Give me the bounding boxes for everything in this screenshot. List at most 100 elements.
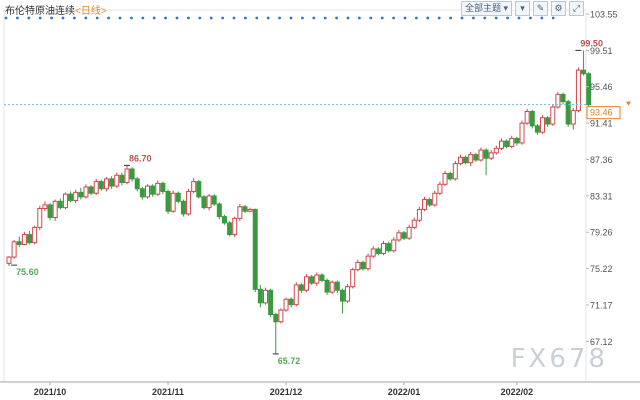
candle-body[interactable]: [529, 110, 535, 127]
candle-body[interactable]: [411, 219, 417, 228]
event-marker-dot[interactable]: [494, 16, 498, 20]
maximize-icon[interactable]: ⤢: [569, 1, 584, 16]
candle-body[interactable]: [360, 261, 366, 270]
candle-body[interactable]: [514, 137, 520, 144]
candle-body[interactable]: [565, 101, 571, 125]
event-marker-dot[interactable]: [232, 16, 236, 20]
candle-body[interactable]: [221, 216, 227, 224]
candle-body[interactable]: [119, 174, 125, 183]
event-marker-dot[interactable]: [175, 16, 179, 20]
candle-body[interactable]: [98, 181, 104, 190]
event-marker-dot[interactable]: [346, 16, 350, 20]
candle-body[interactable]: [493, 147, 499, 154]
candle-body[interactable]: [247, 208, 253, 212]
event-marker-dot[interactable]: [483, 16, 487, 20]
candle-body[interactable]: [581, 69, 587, 75]
candle-body[interactable]: [504, 140, 510, 148]
event-marker-dot[interactable]: [266, 16, 270, 20]
candle-body[interactable]: [345, 286, 351, 302]
candle-body[interactable]: [57, 200, 63, 209]
candle-body[interactable]: [365, 255, 371, 270]
candle-body[interactable]: [186, 190, 192, 215]
candle-body[interactable]: [52, 200, 58, 219]
candle-body[interactable]: [170, 192, 176, 212]
event-marker-dot[interactable]: [95, 16, 99, 20]
candle-body[interactable]: [498, 140, 504, 149]
candle-body[interactable]: [175, 192, 181, 202]
event-marker-dot[interactable]: [335, 16, 338, 20]
candle-body[interactable]: [355, 261, 361, 271]
candle-body[interactable]: [227, 222, 233, 236]
candle-body[interactable]: [555, 93, 561, 108]
event-marker-dot[interactable]: [16, 16, 19, 20]
candle-body[interactable]: [278, 309, 284, 323]
candle-body[interactable]: [570, 110, 576, 125]
candle-body[interactable]: [524, 110, 530, 124]
candle-body[interactable]: [447, 172, 453, 180]
candle-body[interactable]: [180, 200, 186, 215]
event-marker-dot[interactable]: [323, 16, 327, 20]
candle-body[interactable]: [540, 117, 546, 133]
event-marker-dot[interactable]: [187, 16, 190, 20]
candle-body[interactable]: [283, 298, 289, 311]
candle-body[interactable]: [47, 204, 53, 219]
candle-body[interactable]: [463, 156, 469, 164]
candle-body[interactable]: [114, 174, 120, 187]
candle-body[interactable]: [386, 243, 392, 252]
candle-body[interactable]: [42, 204, 48, 210]
candle-body[interactable]: [21, 234, 27, 245]
candle-body[interactable]: [37, 208, 43, 228]
candle-body[interactable]: [257, 288, 263, 304]
event-marker-dot[interactable]: [221, 16, 225, 20]
event-marker-dot[interactable]: [289, 16, 293, 20]
candle-body[interactable]: [11, 241, 17, 258]
event-marker-dot[interactable]: [460, 16, 464, 20]
candle-body[interactable]: [339, 289, 345, 302]
candle-body[interactable]: [27, 234, 33, 244]
candle-body[interactable]: [298, 284, 304, 291]
candle-body[interactable]: [293, 284, 299, 306]
event-marker-dot[interactable]: [529, 16, 532, 20]
event-marker-dot[interactable]: [278, 16, 281, 20]
candle-body[interactable]: [62, 193, 68, 209]
candle-body[interactable]: [406, 226, 412, 239]
candle-body[interactable]: [155, 182, 161, 195]
candle-body[interactable]: [109, 178, 115, 187]
candle-body[interactable]: [263, 289, 268, 304]
gear-icon[interactable]: ⚙: [551, 1, 566, 16]
event-marker-dot[interactable]: [517, 16, 521, 20]
event-marker-dot[interactable]: [38, 16, 42, 20]
candle-body[interactable]: [334, 281, 340, 291]
candle-body[interactable]: [380, 243, 386, 254]
candle-body[interactable]: [288, 298, 294, 306]
candle-body[interactable]: [237, 206, 243, 219]
candle-body[interactable]: [401, 232, 407, 239]
event-marker-dot[interactable]: [540, 16, 544, 20]
candle-body[interactable]: [165, 190, 171, 212]
candle-body[interactable]: [370, 248, 376, 257]
candle-body[interactable]: [78, 191, 84, 198]
candle-body[interactable]: [124, 168, 130, 183]
candle-body[interactable]: [201, 196, 207, 209]
event-marker-dot[interactable]: [437, 16, 441, 20]
price-arrow-icon[interactable]: [626, 101, 631, 106]
candle-body[interactable]: [324, 279, 330, 293]
candle-body[interactable]: [139, 188, 145, 198]
candle-body[interactable]: [6, 256, 12, 264]
candle-body[interactable]: [242, 206, 248, 212]
candle-body[interactable]: [68, 193, 74, 201]
event-marker-dot[interactable]: [61, 16, 65, 20]
candle-body[interactable]: [16, 241, 22, 245]
event-marker-dot[interactable]: [380, 16, 384, 20]
candle-body[interactable]: [437, 183, 443, 194]
event-marker-dot[interactable]: [403, 16, 407, 20]
candle-body[interactable]: [83, 186, 89, 198]
candle-body[interactable]: [468, 154, 474, 164]
event-marker-dot[interactable]: [506, 16, 509, 20]
candle-body[interactable]: [273, 314, 279, 323]
event-marker-dot[interactable]: [301, 16, 304, 20]
candle-body[interactable]: [304, 276, 310, 291]
candle-body[interactable]: [93, 181, 99, 194]
candle-body[interactable]: [196, 181, 202, 198]
